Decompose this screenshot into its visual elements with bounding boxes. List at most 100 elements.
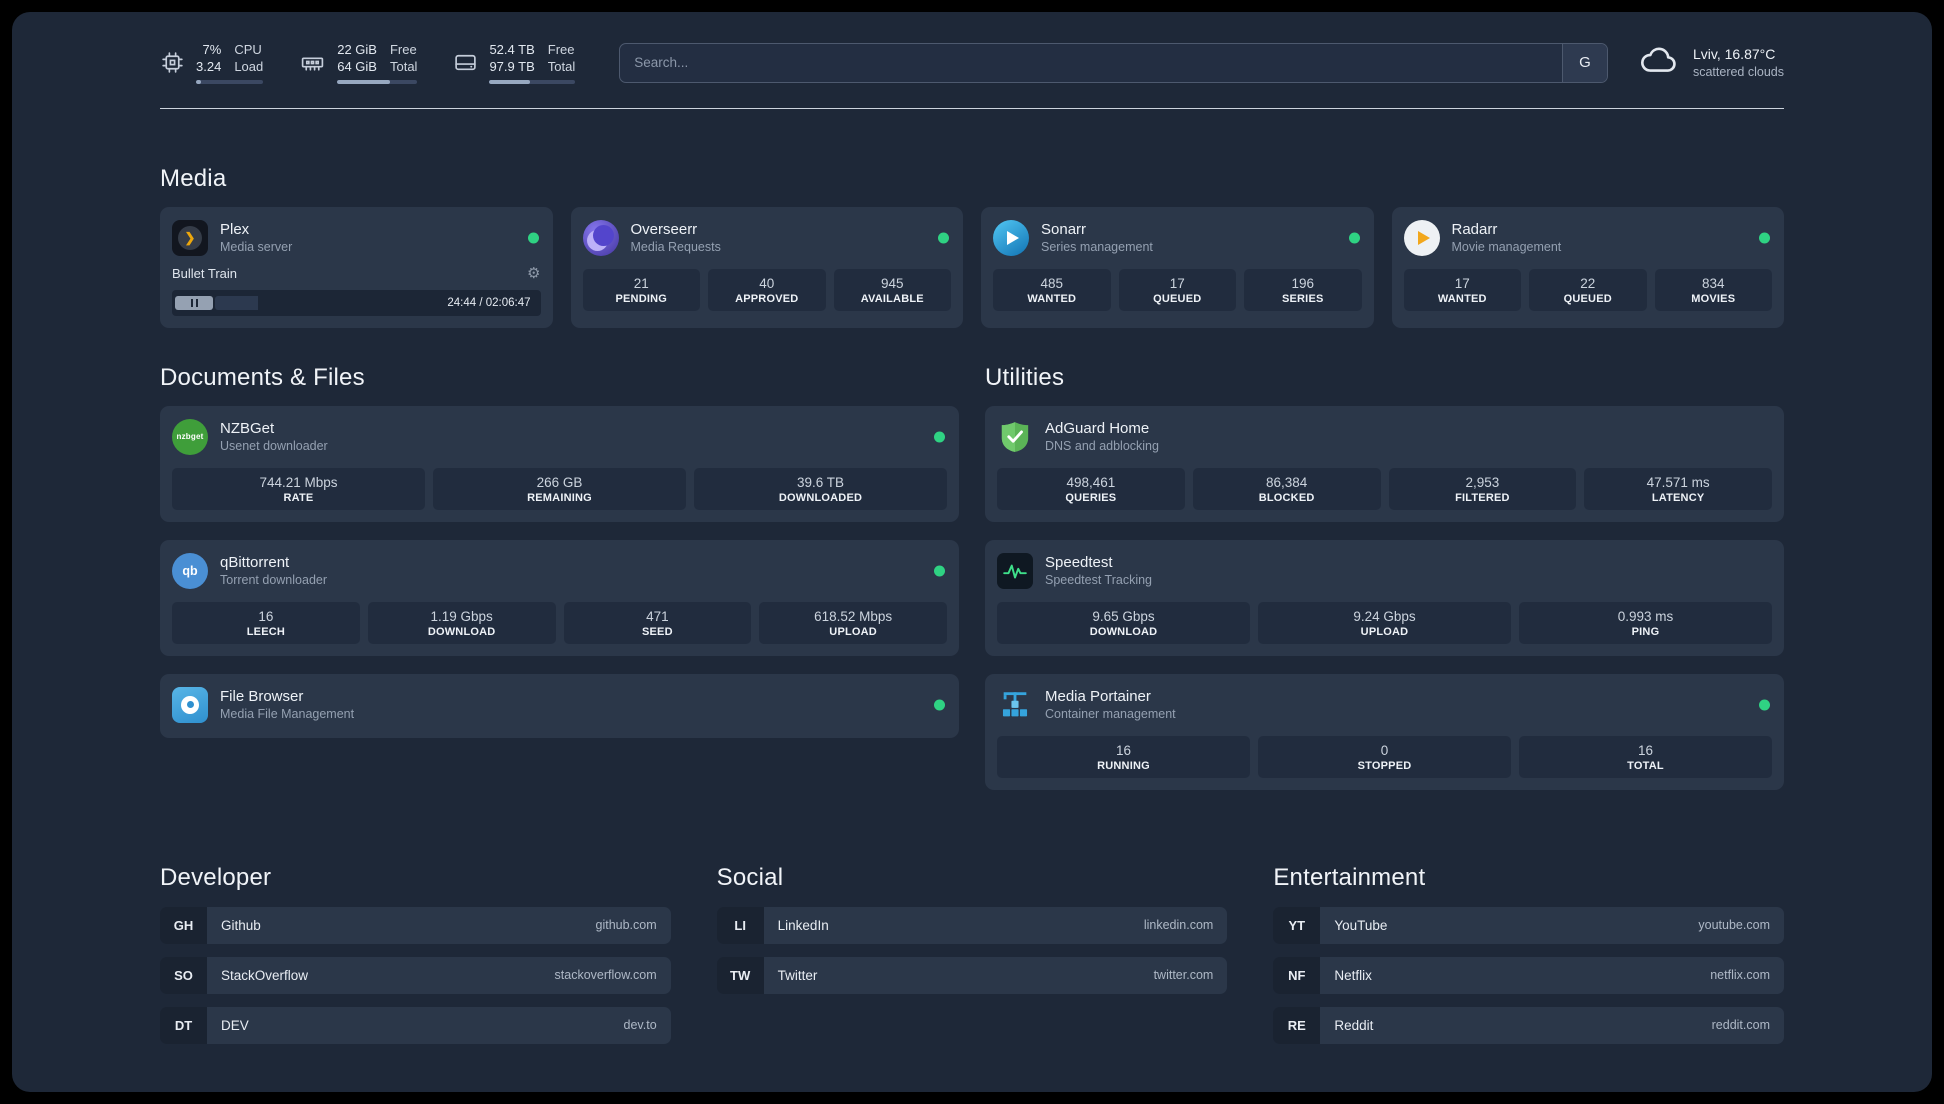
disk-total-label: Total	[547, 58, 576, 74]
bookmark-url: github.com	[595, 918, 657, 933]
stat-value: 9.65 Gbps	[1092, 608, 1155, 624]
stat-value: 17	[1169, 275, 1185, 291]
filebrowser-icon	[172, 686, 208, 723]
bookmark-abbr: LI	[716, 906, 764, 944]
stat-block: 618.52 Mbps UPLOAD	[759, 601, 947, 644]
service-subtitle: Container management	[1045, 707, 1176, 722]
stat-label: SEED	[641, 625, 673, 638]
weather-location: Lviv, 16.87°C	[1692, 46, 1776, 62]
card-qbittorrent: qb qBittorrent Torrent downloader 16 LEE…	[160, 539, 959, 656]
stat-block: 16 LEECH	[172, 601, 360, 644]
stat-value: 744.21 Mbps	[259, 474, 338, 490]
stat-value: 86,384	[1265, 474, 1308, 490]
service-subtitle: Media Requests	[630, 240, 721, 255]
bookmark-url: twitter.com	[1153, 968, 1214, 983]
service-subtitle: DNS and adblocking	[1045, 439, 1159, 454]
bookmark-abbr: SO	[160, 956, 207, 994]
stat-label: DOWNLOADED	[778, 491, 863, 504]
service-link-radarr[interactable]: Radarr Movie management	[1403, 217, 1773, 259]
disk-progress-fill	[489, 79, 530, 84]
service-link-qbittorrent[interactable]: qb qBittorrent Torrent downloader	[172, 550, 947, 592]
cpu-progress-fill	[196, 79, 201, 84]
stat-label: RATE	[283, 491, 314, 504]
stat-label: TOTAL	[1627, 759, 1664, 772]
bookmark-url: dev.to	[623, 1018, 657, 1033]
bookmark-youtube[interactable]: YT YouTube youtube.com	[1273, 906, 1784, 944]
disk-free-label: Free	[547, 42, 575, 57]
stat-label: WANTED	[1027, 292, 1077, 305]
bookmark-name: Github	[221, 917, 261, 933]
service-subtitle: Series management	[1041, 240, 1153, 255]
service-link-plex[interactable]: ❯ Plex Media server	[172, 217, 541, 259]
stat-label: REMAINING	[527, 491, 592, 504]
memory-total-value: 64 GiB	[337, 58, 377, 74]
stat-block: 9.65 Gbps DOWNLOAD	[997, 601, 1250, 644]
bookmark-name: YouTube	[1334, 917, 1388, 933]
stat-value: 0.993 ms	[1617, 608, 1674, 624]
bookmark-reddit[interactable]: RE Reddit reddit.com	[1273, 1006, 1784, 1044]
pause-button[interactable]	[175, 295, 213, 310]
service-name: NZBGet	[220, 419, 275, 437]
stat-label: QUERIES	[1065, 491, 1117, 504]
service-link-speedtest[interactable]: Speedtest Speedtest Tracking	[997, 550, 1772, 592]
bookmark-abbr: NF	[1273, 956, 1321, 994]
stat-value: 196	[1291, 275, 1315, 291]
stat-label: WANTED	[1437, 292, 1487, 305]
stat-value: 498,461	[1066, 474, 1116, 490]
bookmark-twitter[interactable]: TW Twitter twitter.com	[716, 956, 1228, 994]
stat-block: 0.993 ms PING	[1519, 601, 1772, 644]
stat-value: 1.19 Gbps	[430, 608, 493, 624]
bookmark-abbr: DT	[160, 1006, 207, 1044]
card-portainer: Media Portainer Container management 16 …	[985, 673, 1784, 790]
bookmark-url: linkedin.com	[1143, 918, 1214, 933]
service-subtitle: Usenet downloader	[220, 439, 328, 454]
bookmark-stackoverflow[interactable]: SO StackOverflow stackoverflow.com	[160, 956, 671, 994]
memory-free-label: Free	[389, 42, 417, 57]
service-link-adguard[interactable]: AdGuard Home DNS and adblocking	[997, 416, 1772, 458]
cpu-load-value: 3.24	[196, 58, 222, 74]
service-link-filebrowser[interactable]: File Browser Media File Management	[172, 684, 947, 726]
section-title-developer: Developer	[160, 863, 272, 891]
bookmark-dev[interactable]: DT DEV dev.to	[160, 1006, 671, 1044]
service-link-nzbget[interactable]: nzbget NZBGet Usenet downloader	[172, 416, 947, 458]
stat-block: 471 SEED	[563, 601, 752, 644]
stat-block: 21 PENDING	[582, 268, 700, 311]
card-speedtest: Speedtest Speedtest Tracking 9.65 Gbps D…	[985, 539, 1784, 656]
cloud-icon	[1638, 44, 1680, 81]
gear-icon[interactable]: ⚙	[527, 264, 541, 282]
bookmark-github[interactable]: GH Github github.com	[160, 906, 671, 944]
cpu-load-label: Load	[234, 58, 264, 74]
stat-value: 485	[1040, 275, 1064, 291]
memory-widget: 22 GiB 64 GiB Free Total	[299, 42, 418, 84]
bookmark-linkedin[interactable]: LI LinkedIn linkedin.com	[716, 906, 1228, 944]
player-progress[interactable]	[215, 295, 437, 310]
service-link-sonarr[interactable]: Sonarr Series management	[993, 217, 1362, 259]
disk-progress-bar	[489, 79, 576, 84]
stat-label: APPROVED	[735, 292, 799, 305]
service-subtitle: Media server	[220, 240, 293, 255]
service-link-overseerr[interactable]: Overseerr Media Requests	[582, 217, 952, 259]
stat-label: FILTERED	[1455, 491, 1510, 504]
section-media: Media ❯ Plex Media server	[160, 165, 1784, 328]
status-dot	[934, 699, 945, 711]
cpu-widget: 7% 3.24 CPU Load	[160, 42, 264, 84]
search-provider-button[interactable]: G	[1561, 43, 1607, 82]
stat-label: AVAILABLE	[860, 292, 924, 305]
card-overseerr: Overseerr Media Requests 21 PENDING 40 A…	[570, 206, 963, 328]
cpu-progress-bar	[196, 79, 264, 84]
search-input[interactable]	[620, 43, 1562, 82]
stat-value: 266 GB	[536, 474, 583, 490]
nzbget-icon: nzbget	[172, 418, 208, 455]
bookmark-netflix[interactable]: NF Netflix netflix.com	[1273, 956, 1784, 994]
service-subtitle: Speedtest Tracking	[1045, 573, 1153, 588]
stat-label: MOVIES	[1691, 292, 1736, 305]
service-name: Media Portainer	[1045, 687, 1151, 705]
card-filebrowser: File Browser Media File Management	[160, 673, 959, 738]
stat-label: UPLOAD	[1360, 625, 1409, 638]
status-dot	[938, 232, 949, 244]
stat-block: 485 WANTED	[993, 268, 1111, 311]
status-dot	[934, 431, 945, 443]
plex-icon: ❯	[172, 219, 208, 256]
service-link-portainer[interactable]: Media Portainer Container management	[997, 684, 1772, 726]
stat-value: 945	[880, 275, 904, 291]
